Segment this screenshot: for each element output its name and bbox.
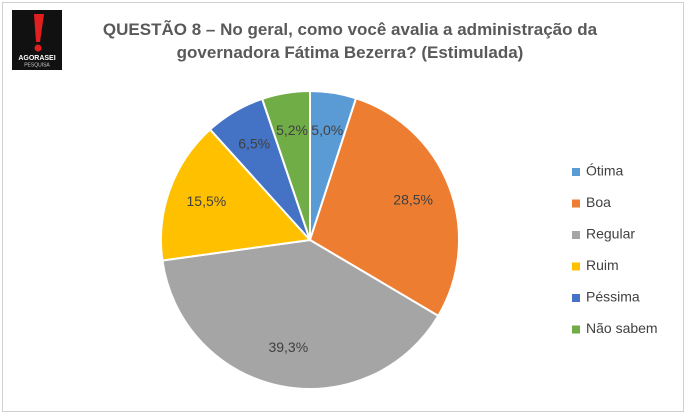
legend-swatch [572,231,580,239]
pie-slice [160,128,313,262]
data-label: 6,5% [238,136,270,152]
logo-name: AGORASEI [18,55,55,62]
legend-swatch [572,199,580,208]
pie-slice [260,89,311,241]
legend-label: Ruim [586,257,619,273]
legend-swatch [572,262,580,271]
legend-swatch [572,325,580,334]
legend-label: Não sabem [586,320,658,336]
legend-label: Regular [586,226,635,242]
legend-label: Boa [586,194,611,210]
legend-label: Péssima [586,289,640,305]
chart-title: QUESTÃO 8 – No geral, como você avalia a… [102,20,598,62]
legend-swatch [572,294,580,302]
data-label: 28,5% [393,192,433,208]
logo-tagline: PESQUISA [24,62,50,68]
logo-dot [34,44,42,52]
pie-slice [161,238,440,390]
logo-mark [34,14,44,42]
frame [2,2,684,412]
data-label: 15,5% [187,193,227,209]
logo: AGORASEI PESQUISA [12,10,62,70]
data-label: 39,3% [268,339,308,355]
data-label: 5,0% [311,122,343,138]
legend-label: Ótima [586,163,624,179]
legend-swatch [572,168,580,176]
data-label: 5,2% [276,122,308,138]
